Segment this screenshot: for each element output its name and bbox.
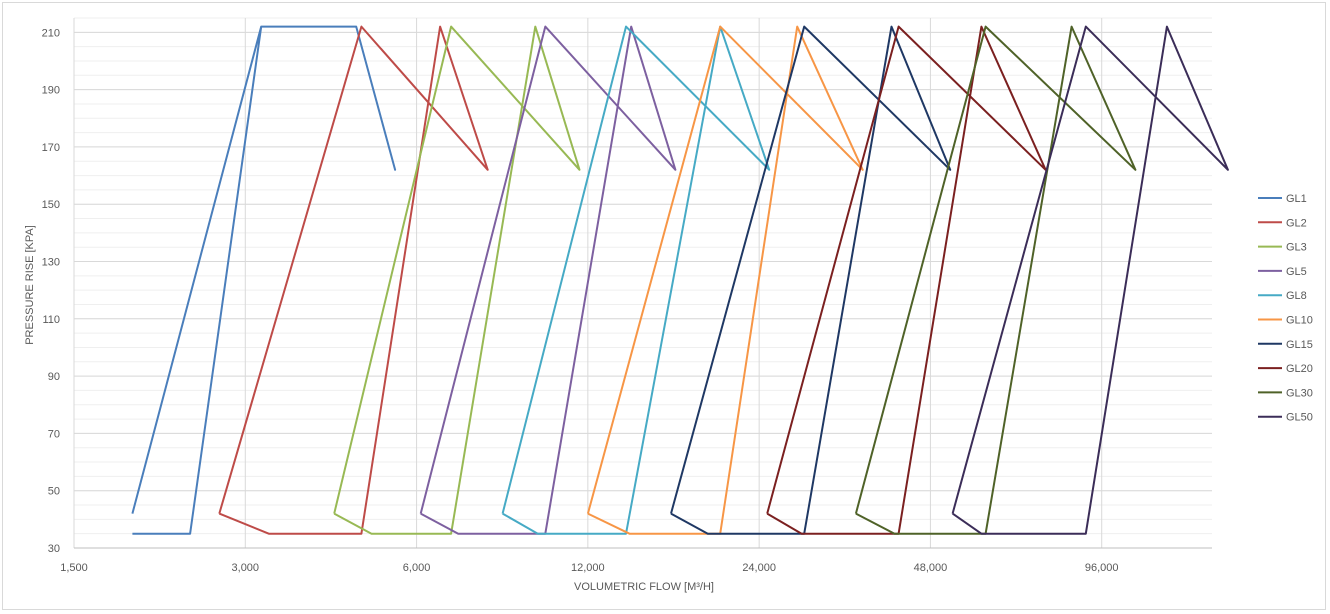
series-line-gl8 — [501, 25, 771, 535]
y-tick-label: 170 — [42, 142, 60, 154]
legend-label-gl20: GL20 — [1286, 363, 1313, 375]
legend-label-gl30: GL30 — [1286, 387, 1313, 399]
series-line-gl1 — [131, 25, 397, 535]
series-line-gl10 — [586, 25, 864, 535]
legend-label-gl5: GL5 — [1286, 266, 1307, 278]
legend-label-gl3: GL3 — [1286, 242, 1307, 254]
legend-label-gl10: GL10 — [1286, 315, 1313, 327]
legend-label-gl50: GL50 — [1286, 412, 1313, 424]
legend: GL1 GL2 GL3 GL5 GL8 GL10 GL15 GL20 GL30 GL50 — [1258, 193, 1313, 424]
y-tick-label: 130 — [42, 257, 60, 269]
x-tick-label: 3,000 — [232, 562, 260, 574]
axes: 30 50 70 90 110 130 150 170 190 210 1,500 3,000 6,00… — [42, 27, 1212, 574]
legend-label-gl2: GL2 — [1286, 217, 1307, 229]
x-tick-label: 96,000 — [1085, 562, 1119, 574]
y-tick-label: 190 — [42, 85, 60, 97]
x-tick-label: 48,000 — [914, 562, 948, 574]
series-line-gl30 — [854, 25, 1137, 535]
legend-label-gl1: GL1 — [1286, 193, 1307, 205]
x-tick-label: 1,500 — [60, 562, 88, 574]
series-line-gl50 — [951, 25, 1229, 535]
series-line-gl20 — [766, 25, 1047, 535]
x-axis-title: VOLUMETRIC FLOW [M³/H] — [574, 581, 714, 593]
legend-label-gl15: GL15 — [1286, 339, 1313, 351]
y-tick-label: 50 — [48, 486, 60, 498]
series-layer — [131, 25, 1229, 535]
legend-label-gl8: GL8 — [1286, 290, 1307, 302]
y-tick-label: 70 — [48, 428, 60, 440]
series-line-gl15 — [670, 25, 952, 535]
y-tick-label: 30 — [48, 543, 60, 555]
y-tick-label: 90 — [48, 371, 60, 383]
series-line-gl5 — [419, 25, 677, 535]
y-tick-label: 210 — [42, 27, 60, 39]
grid-lines — [73, 17, 1212, 549]
y-axis-title: PRESSURE RISE [KPA] — [24, 225, 36, 345]
x-tick-label: 12,000 — [571, 562, 605, 574]
y-tick-label: 110 — [42, 314, 60, 326]
series-line-gl2 — [218, 25, 489, 535]
x-tick-label: 24,000 — [742, 562, 776, 574]
series-line-gl3 — [333, 25, 581, 535]
x-tick-label: 6,000 — [403, 562, 431, 574]
y-tick-label: 150 — [42, 199, 60, 211]
